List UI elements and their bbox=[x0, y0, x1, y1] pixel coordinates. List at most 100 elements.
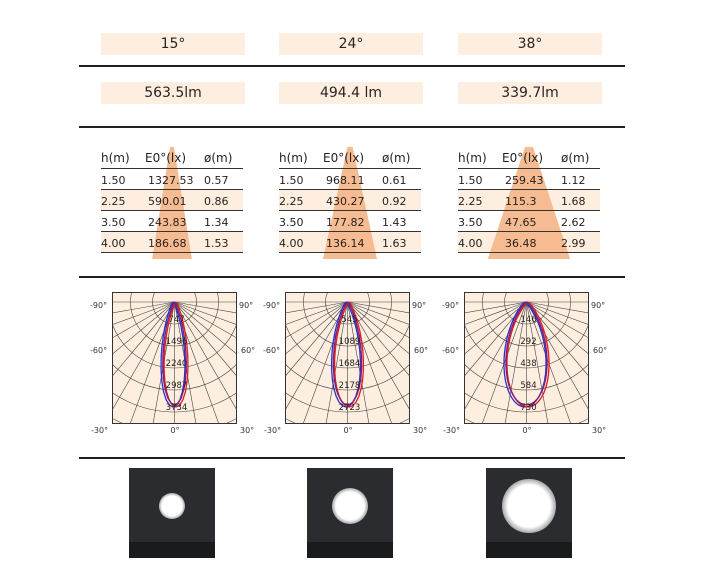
table-cell: 3.50 bbox=[279, 216, 304, 229]
ring-value-label: 146 bbox=[520, 315, 536, 325]
light-spot bbox=[159, 493, 185, 519]
table-cell: 0.86 bbox=[204, 195, 229, 208]
section-divider bbox=[79, 126, 625, 128]
table-row: 1.50 968.11 0.61 bbox=[279, 170, 421, 191]
light-spot bbox=[502, 479, 556, 533]
polar-angle-label: -90° bbox=[90, 301, 108, 310]
table-header-cell: h(m) bbox=[458, 151, 487, 165]
polar-angle-label: -90° bbox=[442, 301, 460, 310]
section-divider bbox=[79, 276, 625, 278]
table-header-cell: h(m) bbox=[101, 151, 130, 165]
table-cell: 259.43 bbox=[505, 174, 544, 187]
ring-value-label: 3734 bbox=[166, 403, 188, 413]
table-cell: 4.00 bbox=[279, 237, 304, 250]
illuminance-table: h(m) E0°(lx) ø(m) 1.50 968.11 0.61 2.25 430.27 0… bbox=[279, 147, 421, 259]
table-row: 1.50 259.43 1.12 bbox=[458, 170, 600, 191]
table-line bbox=[458, 168, 600, 169]
table-cell: 0.57 bbox=[204, 174, 229, 187]
polar-angle-label: -60° bbox=[263, 346, 281, 355]
polar-angle-label: 90° bbox=[412, 301, 427, 310]
table-line bbox=[101, 252, 243, 253]
ring-value-label: 747 bbox=[168, 315, 184, 325]
beam-angle-label: 38° bbox=[458, 33, 602, 55]
table-header: h(m) E0°(lx) ø(m) bbox=[101, 148, 243, 169]
table-row: 3.50 177.82 1.43 bbox=[279, 212, 421, 233]
table-header-cell: ø(m) bbox=[204, 151, 233, 165]
polar-angle-label: 0° bbox=[170, 426, 180, 435]
table-line bbox=[458, 189, 600, 190]
table-cell: 1.50 bbox=[101, 174, 126, 187]
table-row: 3.50 47.65 2.62 bbox=[458, 212, 600, 233]
table-row: 3.50 243.83 1.34 bbox=[101, 212, 243, 233]
photo-floor bbox=[129, 542, 215, 558]
ring-value-label: 438 bbox=[520, 359, 536, 369]
photo-floor bbox=[307, 542, 393, 558]
ring-value-label: 2240 bbox=[166, 359, 188, 369]
table-cell: 3.50 bbox=[458, 216, 483, 229]
photo-floor bbox=[486, 542, 572, 558]
illuminance-table: h(m) E0°(lx) ø(m) 1.50 1327.53 0.57 2.25 590.01… bbox=[101, 147, 243, 259]
table-cell: 115.3 bbox=[505, 195, 537, 208]
section-divider bbox=[79, 65, 625, 67]
ring-value-label: 2178 bbox=[339, 381, 361, 391]
table-line bbox=[458, 252, 600, 253]
table-cell: 47.65 bbox=[505, 216, 537, 229]
table-cell: 2.99 bbox=[561, 237, 586, 250]
table-line bbox=[101, 168, 243, 169]
table-line bbox=[101, 189, 243, 190]
polar-angle-label: 30° bbox=[413, 426, 428, 435]
table-cell: 968.11 bbox=[326, 174, 365, 187]
polar-angle-label: -60° bbox=[442, 346, 460, 355]
table-header: h(m) E0°(lx) ø(m) bbox=[458, 148, 600, 169]
beam-spot-photo bbox=[307, 468, 393, 558]
table-cell: 4.00 bbox=[458, 237, 483, 250]
table-line bbox=[279, 231, 421, 232]
table-cell: 243.83 bbox=[148, 216, 187, 229]
table-cell: 430.27 bbox=[326, 195, 365, 208]
polar-angle-label: -30° bbox=[264, 426, 282, 435]
table-cell: 1.68 bbox=[561, 195, 586, 208]
ring-value-label: 730 bbox=[520, 403, 536, 413]
ring-value-label: 1684 bbox=[339, 359, 361, 369]
polar-angle-label: -30° bbox=[91, 426, 109, 435]
ring-value-label: 584 bbox=[520, 381, 536, 391]
polar-angle-label: 60° bbox=[593, 346, 608, 355]
table-row: 4.00 136.14 1.63 bbox=[279, 233, 421, 254]
table-cell: 1327.53 bbox=[148, 174, 194, 187]
table-row: 1.50 1327.53 0.57 bbox=[101, 170, 243, 191]
ring-value-label: 1496 bbox=[166, 337, 188, 347]
table-cell: 177.82 bbox=[326, 216, 365, 229]
table-line bbox=[458, 210, 600, 211]
table-header-cell: E0°(lx) bbox=[145, 151, 187, 165]
polar-angle-label: -90° bbox=[263, 301, 281, 310]
ring-value-label: 1089 bbox=[339, 337, 361, 347]
table-cell: 1.12 bbox=[561, 174, 586, 187]
table-header-cell: h(m) bbox=[279, 151, 308, 165]
polar-angle-label: 30° bbox=[592, 426, 607, 435]
table-line bbox=[458, 231, 600, 232]
luminous-flux-label: 494.4 lm bbox=[279, 82, 423, 104]
table-cell: 1.50 bbox=[458, 174, 483, 187]
luminous-flux-label: 563.5lm bbox=[101, 82, 245, 104]
polar-angle-label: 90° bbox=[591, 301, 606, 310]
table-cell: 1.50 bbox=[279, 174, 304, 187]
ring-value-label: 2987 bbox=[166, 381, 188, 391]
table-header-cell: ø(m) bbox=[382, 151, 411, 165]
table-cell: 0.92 bbox=[382, 195, 407, 208]
polar-intensity-diagram: 747 1496 2240 2987 3734 bbox=[112, 292, 237, 424]
table-cell: 186.68 bbox=[148, 237, 187, 250]
ring-value-label: 2723 bbox=[339, 403, 361, 413]
table-line bbox=[279, 189, 421, 190]
table-header-cell: E0°(lx) bbox=[323, 151, 365, 165]
polar-intensity-diagram: 146 292 438 584 730 bbox=[464, 292, 589, 424]
table-cell: 1.34 bbox=[204, 216, 229, 229]
polar-angle-label: 60° bbox=[414, 346, 429, 355]
table-line bbox=[279, 210, 421, 211]
polar-angle-label: 0° bbox=[522, 426, 532, 435]
table-row: 2.25 430.27 0.92 bbox=[279, 191, 421, 212]
illuminance-table: h(m) E0°(lx) ø(m) 1.50 259.43 1.12 2.25 115.3 1.… bbox=[458, 147, 600, 259]
luminous-flux-label: 339.7lm bbox=[458, 82, 602, 104]
table-cell: 136.14 bbox=[326, 237, 365, 250]
table-cell: 1.63 bbox=[382, 237, 407, 250]
table-cell: 590.01 bbox=[148, 195, 187, 208]
